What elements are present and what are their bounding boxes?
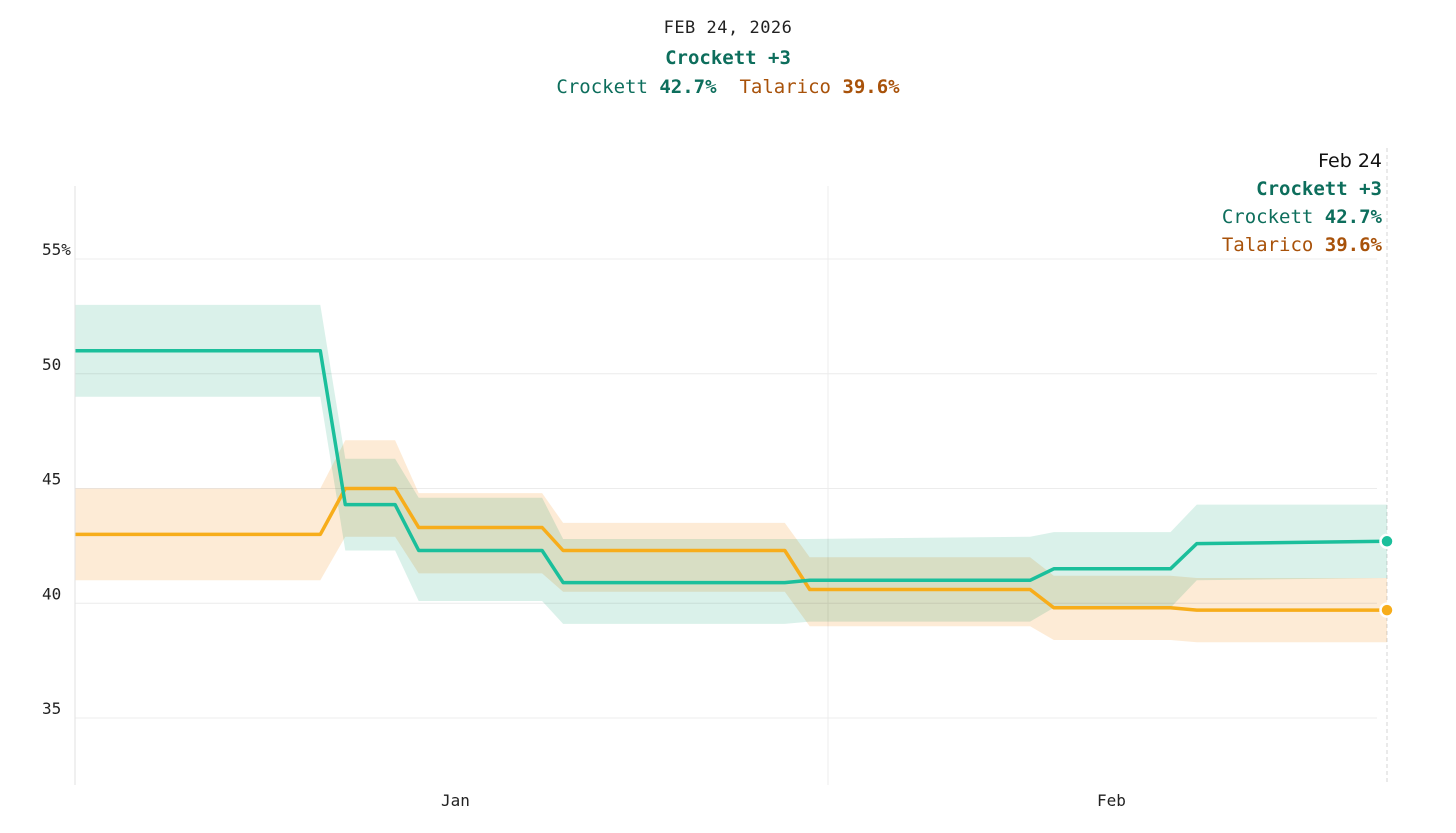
grid (75, 148, 1388, 785)
tooltip-crockett-value: 42.7% (1324, 206, 1382, 228)
talarico-end-dot (1379, 602, 1395, 618)
y-tick-label: 35 (42, 699, 61, 718)
tooltip-date: Feb 24 (1318, 150, 1382, 172)
crockett-band (75, 304, 1387, 624)
lines (75, 349, 1388, 612)
header-crockett-label: Crockett (556, 76, 648, 98)
header-crockett-value: 42.7% (659, 76, 717, 98)
y-tick-label: 55% (42, 240, 71, 259)
header-talarico-label: Talarico (739, 76, 831, 98)
endpoints (1379, 533, 1395, 618)
tooltip-talarico-label: Talarico (1221, 234, 1314, 256)
talarico-line (75, 486, 1387, 612)
y-tick-label: 40 (42, 584, 61, 603)
y-tick-label: 45 (42, 470, 61, 489)
bands (75, 304, 1387, 643)
tooltip-crockett: Crockett 42.7% (1222, 203, 1382, 231)
x-tick-label: Feb (1097, 791, 1126, 810)
x-tick-label: Jan (441, 791, 470, 810)
header-values: Crockett 42.7% Talarico 39.6% (0, 76, 1456, 98)
tooltip-crockett-label: Crockett (1221, 206, 1314, 228)
tooltip-talarico-value: 39.6% (1324, 234, 1382, 256)
header-date: FEB 24, 2026 (663, 18, 793, 38)
hover-tooltip: Feb 24 Crockett +3 Crockett 42.7% Talari… (1222, 147, 1382, 259)
header-lead: Crockett +3 (665, 47, 791, 69)
y-tick-label: 50 (42, 355, 61, 374)
tooltip-lead: Crockett +3 (1256, 178, 1382, 200)
crockett-line (75, 349, 1388, 585)
tooltip-talarico: Talarico 39.6% (1222, 231, 1382, 259)
axes: 55% 50 45 40 35 Jan Feb (42, 186, 1126, 810)
crockett-end-dot (1379, 533, 1395, 550)
header-talarico-value: 39.6% (842, 76, 900, 98)
